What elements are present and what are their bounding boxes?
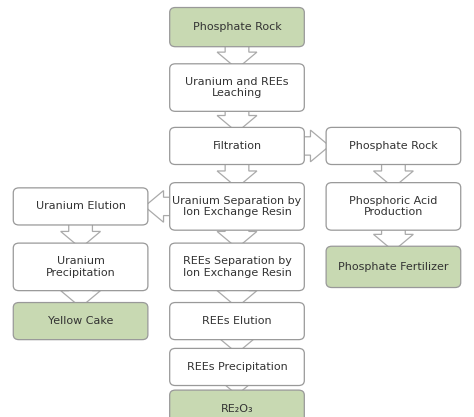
Text: Uranium Separation by
Ion Exchange Resin: Uranium Separation by Ion Exchange Resin bbox=[173, 196, 301, 217]
Text: Phosphate Rock: Phosphate Rock bbox=[349, 141, 438, 151]
Polygon shape bbox=[61, 286, 100, 307]
FancyBboxPatch shape bbox=[326, 128, 461, 164]
FancyBboxPatch shape bbox=[326, 183, 461, 230]
FancyBboxPatch shape bbox=[326, 246, 461, 288]
Text: Uranium
Precipitation: Uranium Precipitation bbox=[46, 256, 116, 278]
FancyBboxPatch shape bbox=[170, 183, 304, 230]
FancyBboxPatch shape bbox=[170, 128, 304, 164]
Text: Uranium and REEs
Leaching: Uranium and REEs Leaching bbox=[185, 77, 289, 98]
Polygon shape bbox=[217, 335, 257, 353]
Polygon shape bbox=[217, 378, 257, 395]
Polygon shape bbox=[217, 160, 257, 188]
FancyBboxPatch shape bbox=[13, 303, 148, 339]
Polygon shape bbox=[374, 225, 413, 251]
Polygon shape bbox=[374, 160, 413, 188]
Polygon shape bbox=[145, 191, 175, 222]
FancyBboxPatch shape bbox=[170, 349, 304, 385]
Polygon shape bbox=[217, 225, 257, 248]
Polygon shape bbox=[299, 130, 329, 162]
FancyBboxPatch shape bbox=[170, 243, 304, 291]
Text: Yellow Cake: Yellow Cake bbox=[48, 316, 113, 326]
Text: REEs Precipitation: REEs Precipitation bbox=[187, 362, 287, 372]
Text: RE₂O₃: RE₂O₃ bbox=[221, 404, 253, 414]
Text: Uranium Elution: Uranium Elution bbox=[36, 201, 126, 211]
Text: Phosphate Fertilizer: Phosphate Fertilizer bbox=[338, 262, 449, 272]
FancyBboxPatch shape bbox=[170, 8, 304, 47]
FancyBboxPatch shape bbox=[13, 243, 148, 291]
Text: Filtration: Filtration bbox=[212, 141, 262, 151]
FancyBboxPatch shape bbox=[170, 390, 304, 417]
FancyBboxPatch shape bbox=[13, 188, 148, 225]
Text: REEs Elution: REEs Elution bbox=[202, 316, 272, 326]
Text: Phosphate Rock: Phosphate Rock bbox=[192, 22, 282, 32]
Text: Phosphoric Acid
Production: Phosphoric Acid Production bbox=[349, 196, 438, 217]
Polygon shape bbox=[217, 42, 257, 69]
FancyBboxPatch shape bbox=[170, 64, 304, 111]
Polygon shape bbox=[217, 106, 257, 132]
FancyBboxPatch shape bbox=[170, 303, 304, 339]
Polygon shape bbox=[61, 220, 100, 248]
Polygon shape bbox=[217, 286, 257, 307]
Text: REEs Separation by
Ion Exchange Resin: REEs Separation by Ion Exchange Resin bbox=[182, 256, 292, 278]
